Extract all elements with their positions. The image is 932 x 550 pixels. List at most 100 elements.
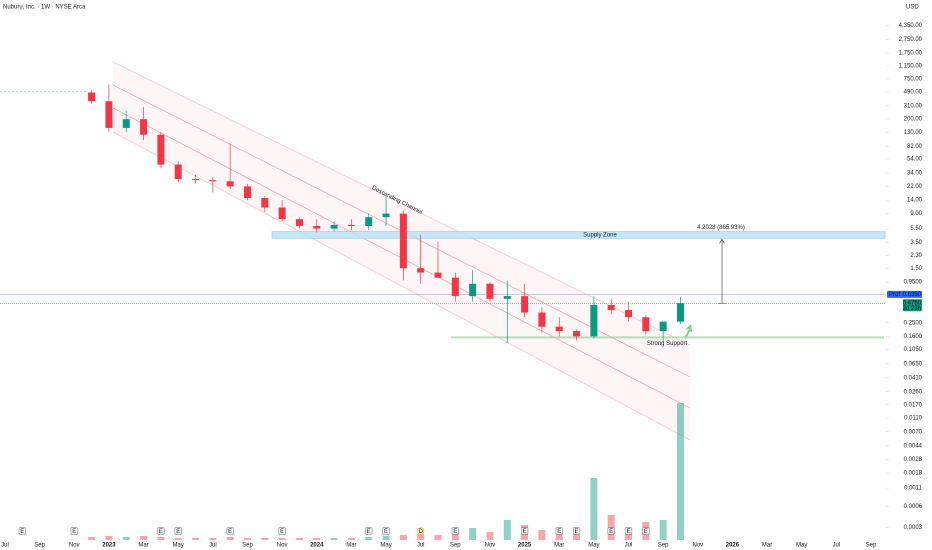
y-tick-label: 0.0006 bbox=[904, 504, 923, 510]
event-marker bbox=[572, 527, 581, 535]
candle-body bbox=[226, 181, 234, 187]
x-tick-label: 2024 bbox=[310, 543, 324, 549]
x-tick-label: 2026 bbox=[726, 543, 740, 549]
channel-line bbox=[112, 131, 691, 441]
x-tick-label: Jul bbox=[209, 543, 217, 549]
volume-bar bbox=[573, 530, 581, 540]
x-tick-label: 2023 bbox=[102, 543, 116, 549]
event-marker bbox=[520, 527, 529, 535]
volume-bar bbox=[399, 535, 407, 540]
measure-arrowhead bbox=[719, 238, 725, 244]
x-tick-label: Sep bbox=[34, 543, 45, 549]
price-countdown: 2d 23h bbox=[903, 306, 921, 312]
y-tick-label: 310.00 bbox=[904, 103, 923, 109]
event-marker bbox=[278, 527, 286, 535]
x-tick-label: May bbox=[173, 543, 184, 549]
event-marker bbox=[18, 527, 26, 535]
volume-bar bbox=[278, 538, 286, 540]
candle-body bbox=[382, 213, 390, 218]
x-tick-label: Nov bbox=[277, 543, 288, 549]
candle-body bbox=[347, 224, 355, 226]
supply-zone-label: Supply Zone bbox=[583, 233, 617, 239]
candle-body bbox=[261, 198, 269, 208]
candle-body bbox=[243, 186, 251, 199]
volume-bar bbox=[659, 520, 667, 540]
x-tick-label: 2025 bbox=[518, 543, 532, 549]
event-marker bbox=[624, 527, 633, 535]
y-tick-label: 22.00 bbox=[907, 184, 923, 190]
event-marker bbox=[417, 527, 425, 535]
candle-body bbox=[659, 321, 667, 332]
event-marker bbox=[555, 527, 563, 535]
y-tick-label: 0.1600 bbox=[904, 334, 923, 340]
event-label: E bbox=[523, 529, 527, 535]
event-label: E bbox=[627, 529, 631, 535]
event-label: E bbox=[384, 529, 388, 535]
x-tick-label: Mar bbox=[554, 543, 564, 549]
volume-bar bbox=[434, 535, 442, 540]
candle-body bbox=[676, 303, 684, 322]
event-marker bbox=[607, 527, 615, 535]
candle-body bbox=[590, 304, 598, 337]
candle-body bbox=[399, 213, 407, 269]
candle-body bbox=[451, 277, 459, 297]
volume-bar bbox=[243, 538, 251, 540]
event-label: E bbox=[644, 529, 648, 535]
x-tick-label: Nov bbox=[485, 543, 496, 549]
event-label: D bbox=[419, 529, 424, 535]
volume-bar bbox=[157, 537, 165, 540]
event-marker bbox=[157, 527, 165, 535]
event-label: E bbox=[609, 529, 613, 535]
y-tick-label: 0.9500 bbox=[904, 280, 923, 286]
event-label: E bbox=[280, 529, 284, 535]
x-tick-label: Nov bbox=[69, 543, 80, 549]
support-label: Strong Support bbox=[647, 341, 688, 347]
volume-bar bbox=[590, 478, 598, 540]
volume-bar bbox=[538, 530, 546, 540]
volume-bar bbox=[486, 532, 494, 540]
x-tick-label: May bbox=[380, 543, 391, 549]
x-tick-label: Sep bbox=[242, 543, 253, 549]
volume-bar bbox=[192, 538, 200, 540]
currency-label: USD bbox=[906, 5, 919, 11]
volume-bar bbox=[313, 538, 321, 540]
y-tick-label: 0.0028 bbox=[904, 457, 923, 463]
candle-body bbox=[157, 134, 165, 165]
volume-bar bbox=[503, 520, 511, 540]
y-tick-label: 0.1050 bbox=[904, 347, 923, 353]
candle-body bbox=[503, 296, 511, 299]
y-tick-label: 490.00 bbox=[904, 89, 923, 95]
candle-body bbox=[192, 179, 200, 181]
volume-bar bbox=[330, 538, 338, 540]
y-tick-label: 1,750.00 bbox=[899, 51, 923, 57]
candle-body bbox=[122, 119, 130, 128]
volume-bar bbox=[451, 532, 459, 540]
event-label: E bbox=[72, 529, 76, 535]
candle-body bbox=[434, 272, 442, 278]
candle-body bbox=[555, 326, 563, 332]
candle-body bbox=[417, 268, 425, 273]
volume-bar bbox=[226, 537, 234, 540]
event-label: E bbox=[557, 529, 561, 535]
volume-bar bbox=[295, 538, 303, 540]
y-tick-label: 0.2500 bbox=[904, 320, 923, 326]
candle-body bbox=[140, 119, 148, 135]
candle-body bbox=[573, 331, 581, 337]
prof-label-box bbox=[887, 290, 922, 298]
candle-body bbox=[295, 219, 303, 226]
event-label: E bbox=[367, 529, 371, 535]
y-tick-label: 0.0011 bbox=[904, 486, 923, 492]
volume-bar bbox=[209, 538, 217, 540]
x-tick-label: Sep bbox=[866, 543, 877, 549]
volume-bar bbox=[365, 537, 373, 540]
x-tick-label: Mar bbox=[762, 543, 772, 549]
candle-body bbox=[486, 283, 494, 299]
event-label: E bbox=[228, 529, 232, 535]
y-tick-label: 1,150.00 bbox=[899, 63, 923, 69]
y-tick-label: 82.00 bbox=[907, 144, 923, 150]
y-tick-label: 1.50 bbox=[910, 266, 922, 272]
y-tick-label: 2,750.00 bbox=[899, 37, 923, 43]
x-tick-label: Nov bbox=[692, 543, 703, 549]
